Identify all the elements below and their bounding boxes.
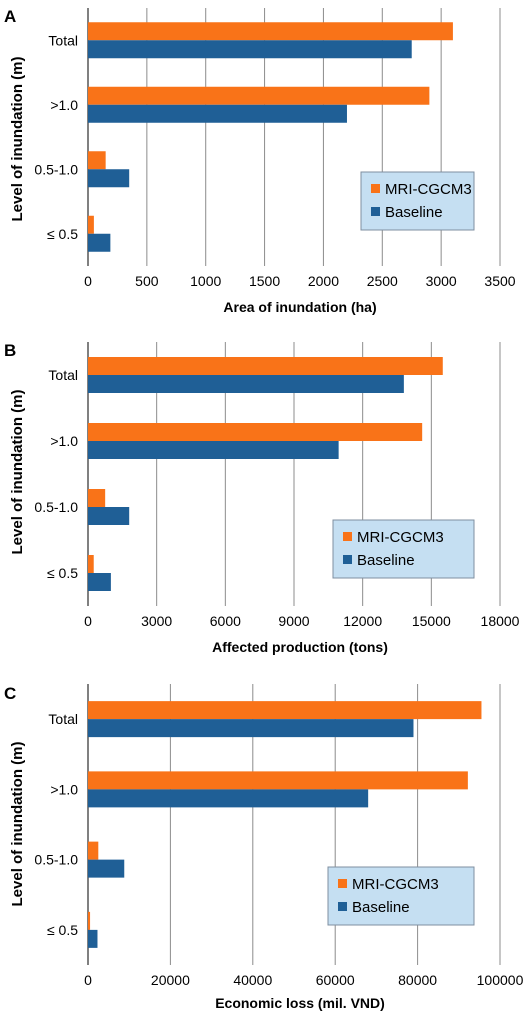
legend-swatch-mri-cgcm3: [343, 532, 352, 541]
legend-label: Baseline: [352, 899, 410, 916]
x-axis-label: Economic loss (mil. VND): [215, 995, 385, 1011]
category-label: >1.0: [50, 433, 78, 449]
x-tick-label: 1500: [249, 273, 280, 289]
x-tick-label: 0: [84, 273, 92, 289]
category-label: >1.0: [50, 97, 78, 113]
legend-swatch-baseline: [343, 555, 352, 564]
legend-label: MRI-CGCM3: [352, 876, 439, 893]
x-tick-label: 0: [84, 613, 92, 629]
bar-baseline: [88, 441, 339, 459]
bar-mri-cgcm3: [88, 489, 106, 507]
x-tick-label: 3000: [141, 613, 172, 629]
legend-swatch-mri-cgcm3: [338, 879, 347, 888]
x-tick-label: 80000: [398, 972, 437, 988]
bar-baseline: [88, 375, 404, 393]
bar-baseline: [88, 859, 125, 878]
legend-swatch-baseline: [338, 902, 347, 911]
x-tick-label: 100000: [477, 972, 524, 988]
bar-mri-cgcm3: [88, 22, 453, 41]
x-tick-label: 2000: [308, 273, 339, 289]
category-label: ≤ 0.5: [47, 565, 78, 581]
bar-baseline: [88, 507, 130, 525]
x-tick-label: 15000: [412, 613, 451, 629]
legend-swatch-baseline: [371, 207, 380, 216]
bar-mri-cgcm3: [88, 841, 99, 860]
x-tick-label: 40000: [233, 972, 272, 988]
bar-baseline: [88, 573, 111, 591]
legend-box: [332, 519, 475, 579]
category-label: Total: [48, 32, 78, 48]
bar-baseline: [88, 233, 111, 252]
bar-mri-cgcm3: [88, 701, 482, 720]
category-label: Total: [48, 711, 78, 727]
x-tick-label: 0: [84, 972, 92, 988]
legend-label: MRI-CGCM3: [357, 529, 444, 546]
legend-box: [360, 171, 475, 231]
category-label: >1.0: [50, 781, 78, 797]
x-tick-label: 9000: [278, 613, 309, 629]
bar-baseline: [88, 789, 369, 808]
category-label: ≤ 0.5: [47, 226, 78, 242]
x-tick-label: 6000: [210, 613, 241, 629]
bar-mri-cgcm3: [88, 423, 423, 441]
x-tick-label: 20000: [151, 972, 190, 988]
y-axis-label: Level of inundation (m): [9, 742, 26, 907]
x-tick-label: 2500: [367, 273, 398, 289]
category-label: 0.5-1.0: [34, 499, 78, 515]
bar-mri-cgcm3: [88, 555, 94, 573]
bar-baseline: [88, 104, 347, 123]
legend-label: Baseline: [357, 552, 415, 569]
category-label: Total: [48, 367, 78, 383]
x-axis-label: Area of inundation (ha): [223, 299, 376, 315]
legend-swatch-mri-cgcm3: [371, 184, 380, 193]
y-axis-label: Level of inundation (m): [9, 57, 26, 222]
bar-baseline: [88, 169, 130, 188]
category-label: ≤ 0.5: [47, 922, 78, 938]
panel-letter: B: [4, 341, 16, 360]
bar-mri-cgcm3: [88, 771, 468, 790]
legend-label: MRI-CGCM3: [385, 181, 472, 198]
bar-mri-cgcm3: [88, 86, 430, 105]
bar-baseline: [88, 40, 412, 59]
panel-letter: C: [4, 684, 16, 703]
bar-mri-cgcm3: [88, 215, 94, 234]
bar-baseline: [88, 719, 414, 738]
x-tick-label: 18000: [481, 613, 520, 629]
x-tick-label: 500: [135, 273, 159, 289]
category-label: 0.5-1.0: [34, 852, 78, 868]
panel-letter: A: [4, 7, 16, 26]
bar-mri-cgcm3: [88, 151, 106, 170]
x-tick-label: 60000: [316, 972, 355, 988]
x-tick-label: 12000: [343, 613, 382, 629]
legend-label: Baseline: [385, 204, 443, 221]
x-axis-label: Affected production (tons): [212, 639, 388, 655]
x-tick-label: 3500: [484, 273, 515, 289]
bar-baseline: [88, 929, 98, 948]
x-tick-label: 3000: [426, 273, 457, 289]
category-label: 0.5-1.0: [34, 161, 78, 177]
x-tick-label: 1000: [190, 273, 221, 289]
bar-mri-cgcm3: [88, 911, 91, 930]
legend-box: [327, 866, 475, 926]
y-axis-label: Level of inundation (m): [9, 390, 26, 555]
bar-mri-cgcm3: [88, 357, 443, 375]
